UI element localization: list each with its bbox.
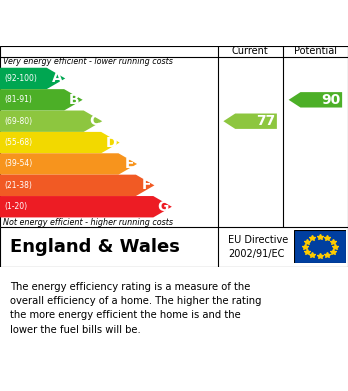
Polygon shape (223, 113, 277, 129)
Polygon shape (0, 89, 82, 111)
Text: Energy Efficiency Rating: Energy Efficiency Rating (10, 14, 239, 32)
Text: The energy efficiency rating is a measure of the
overall efficiency of a home. T: The energy efficiency rating is a measur… (10, 282, 262, 335)
Polygon shape (0, 175, 155, 196)
Polygon shape (0, 132, 120, 153)
Text: EU Directive: EU Directive (228, 235, 288, 244)
Text: D: D (105, 136, 117, 150)
Text: Potential: Potential (294, 47, 337, 56)
Text: 90: 90 (321, 93, 340, 107)
Text: C: C (89, 114, 100, 128)
Text: Current: Current (232, 47, 269, 56)
Polygon shape (0, 111, 102, 132)
Text: F: F (142, 178, 152, 192)
Text: 77: 77 (256, 114, 275, 128)
Text: G: G (158, 200, 169, 214)
Text: (39-54): (39-54) (4, 160, 32, 169)
Text: (1-20): (1-20) (4, 202, 27, 211)
Text: (81-91): (81-91) (4, 95, 32, 104)
Polygon shape (0, 153, 137, 175)
Polygon shape (0, 68, 65, 89)
Text: Very energy efficient - lower running costs: Very energy efficient - lower running co… (3, 57, 173, 66)
Text: England & Wales: England & Wales (10, 238, 180, 256)
Text: (21-38): (21-38) (4, 181, 32, 190)
Text: (55-68): (55-68) (4, 138, 32, 147)
Text: Not energy efficient - higher running costs: Not energy efficient - higher running co… (3, 218, 174, 227)
Polygon shape (0, 196, 172, 217)
Text: A: A (52, 72, 63, 86)
Text: E: E (125, 157, 134, 171)
Text: (69-80): (69-80) (4, 117, 32, 126)
Text: 2002/91/EC: 2002/91/EC (228, 249, 284, 259)
Text: (92-100): (92-100) (4, 74, 37, 83)
Text: B: B (69, 93, 80, 107)
Polygon shape (288, 92, 342, 108)
